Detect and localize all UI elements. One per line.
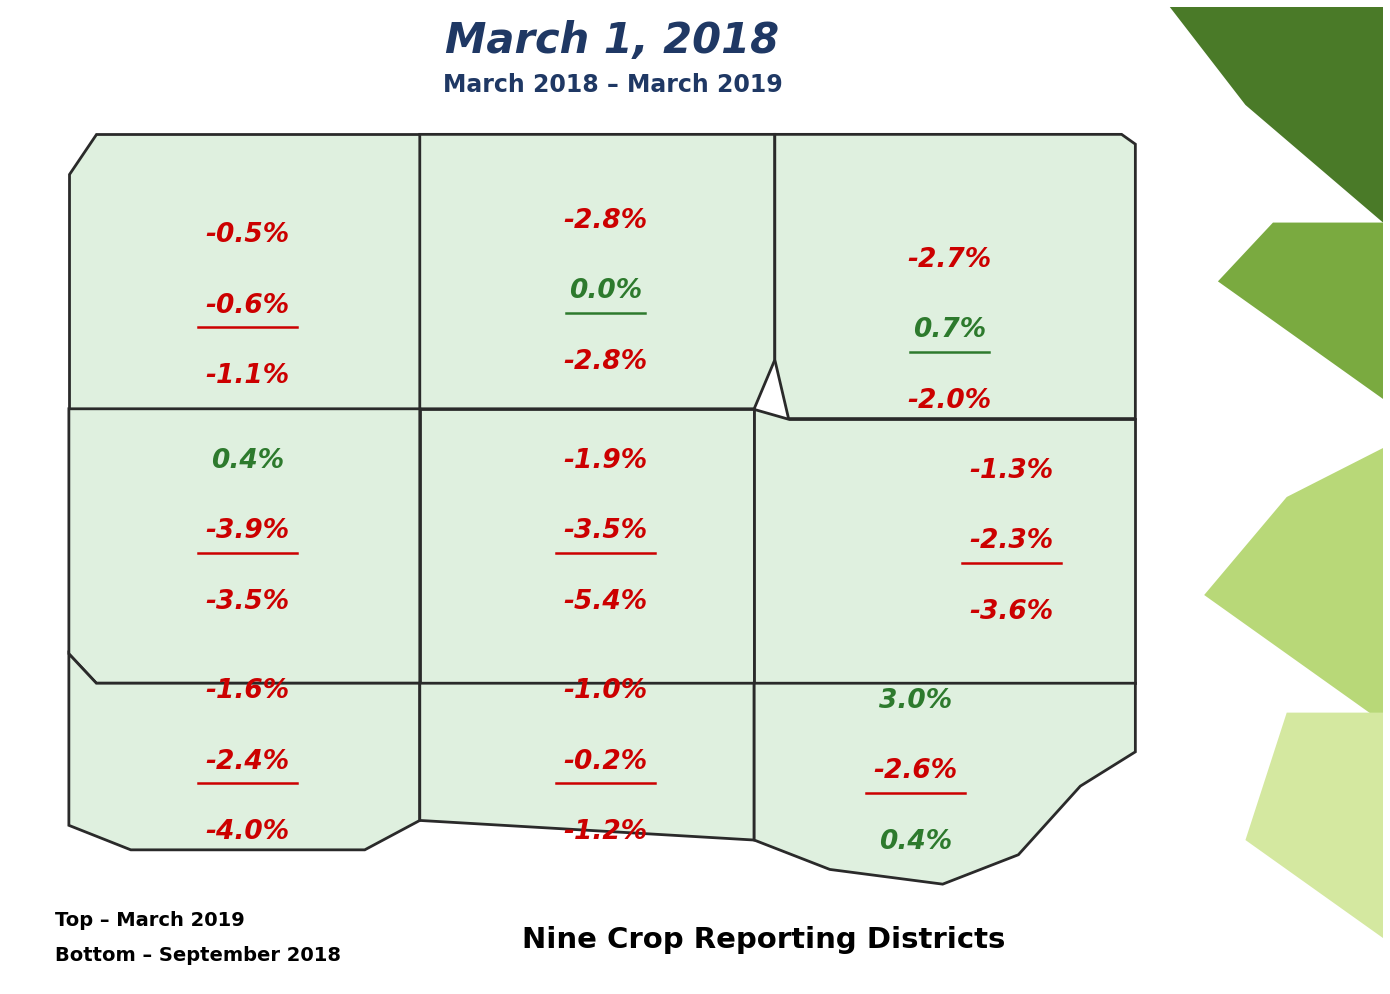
Text: -0.6%: -0.6% [206, 293, 291, 319]
Polygon shape [1218, 223, 1383, 399]
Text: -1.1%: -1.1% [206, 364, 291, 390]
Polygon shape [420, 409, 755, 683]
Polygon shape [755, 409, 1136, 683]
Text: -0.5%: -0.5% [206, 223, 291, 248]
Text: -3.5%: -3.5% [206, 588, 291, 615]
Text: 0.4%: 0.4% [878, 829, 952, 855]
Text: -1.9%: -1.9% [563, 447, 648, 474]
Text: -1.0%: -1.0% [563, 678, 648, 704]
Text: 0.4%: 0.4% [211, 447, 285, 474]
Text: 3.0%: 3.0% [878, 688, 952, 714]
Polygon shape [70, 409, 420, 683]
Polygon shape [420, 683, 755, 840]
Text: March 1, 2018: March 1, 2018 [445, 20, 780, 63]
Text: -2.8%: -2.8% [563, 349, 648, 375]
Polygon shape [70, 134, 420, 409]
Text: -2.6%: -2.6% [873, 758, 958, 784]
Text: -2.4%: -2.4% [206, 748, 291, 774]
Text: -2.0%: -2.0% [908, 388, 991, 414]
Text: -2.3%: -2.3% [969, 528, 1054, 554]
Text: -3.6%: -3.6% [969, 598, 1054, 624]
Polygon shape [1204, 448, 1383, 723]
Text: -1.6%: -1.6% [206, 678, 291, 704]
Text: 0.7%: 0.7% [913, 317, 986, 343]
Text: -4.0%: -4.0% [206, 819, 291, 845]
Text: Bottom – September 2018: Bottom – September 2018 [56, 946, 341, 965]
Text: 0.0%: 0.0% [569, 278, 642, 304]
Text: -2.8%: -2.8% [563, 208, 648, 234]
Polygon shape [1245, 713, 1383, 938]
Text: -1.2%: -1.2% [563, 819, 648, 845]
Text: Top – March 2019: Top – March 2019 [56, 911, 245, 930]
Polygon shape [755, 683, 1136, 884]
Polygon shape [1170, 7, 1383, 223]
Text: March 2018 – March 2019: March 2018 – March 2019 [442, 74, 783, 97]
Text: -3.5%: -3.5% [563, 518, 648, 545]
Text: -1.3%: -1.3% [969, 457, 1054, 483]
Polygon shape [70, 654, 420, 850]
Polygon shape [774, 134, 1136, 418]
Text: Nine Crop Reporting Districts: Nine Crop Reporting Districts [523, 926, 1005, 954]
Text: -5.4%: -5.4% [563, 588, 648, 615]
Polygon shape [420, 134, 774, 409]
Text: -3.9%: -3.9% [206, 518, 291, 545]
Text: -2.7%: -2.7% [908, 247, 991, 272]
Text: -0.2%: -0.2% [563, 748, 648, 774]
